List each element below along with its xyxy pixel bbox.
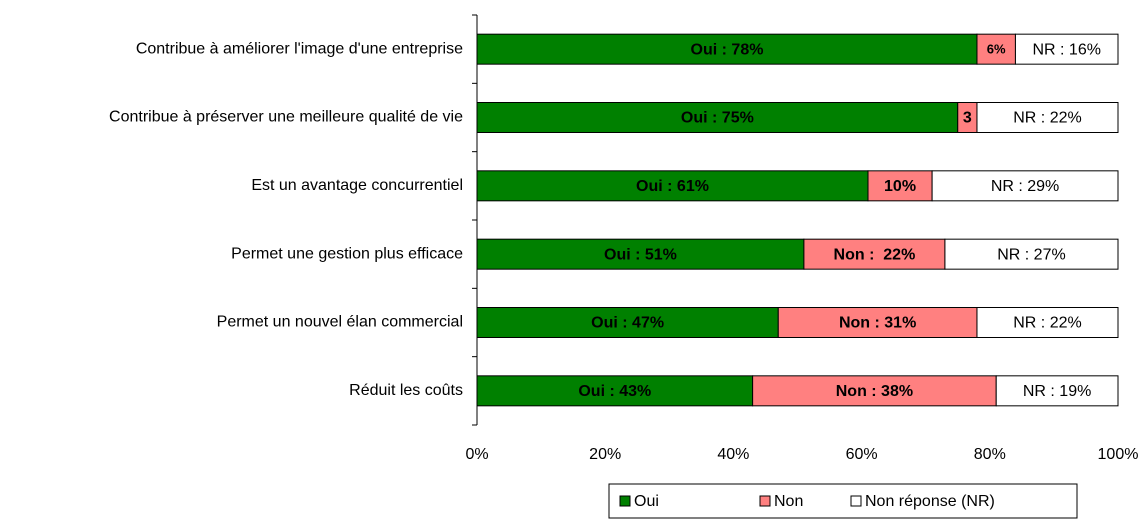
data-label: NR : 22% bbox=[1013, 110, 1081, 127]
data-label: 3 bbox=[963, 110, 972, 127]
bar-segment bbox=[931, 170, 1119, 202]
category-label: Permet un nouvel élan commercial bbox=[217, 314, 463, 331]
x-tick-label: 100% bbox=[1098, 446, 1139, 463]
bar-segment bbox=[976, 307, 1119, 338]
legend-swatch bbox=[619, 495, 631, 507]
bar-segment bbox=[976, 33, 1016, 65]
x-tick-label: 80% bbox=[974, 446, 1006, 463]
bar-segment bbox=[976, 102, 1119, 133]
data-label: NR : 19% bbox=[1023, 383, 1091, 400]
x-tick-label: 20% bbox=[589, 446, 621, 463]
data-label: NR : 27% bbox=[997, 246, 1065, 263]
legend-swatch bbox=[759, 495, 771, 507]
bar-segment bbox=[476, 307, 779, 338]
data-label: Oui : 51% bbox=[604, 246, 677, 263]
bar-segment bbox=[867, 170, 933, 202]
bar-segment bbox=[1014, 33, 1119, 65]
bar-segment bbox=[752, 375, 997, 407]
data-label: Oui : 78% bbox=[691, 41, 764, 58]
legend-label: Non réponse (NR) bbox=[865, 493, 995, 510]
bar-segment bbox=[944, 238, 1119, 270]
category-label: Contribue à améliorer l'image d'une entr… bbox=[136, 40, 463, 57]
data-label: Oui : 43% bbox=[578, 383, 651, 400]
category-label: Contribue à préserver une meilleure qual… bbox=[109, 109, 463, 126]
data-label: 6% bbox=[987, 42, 1006, 57]
bar-segment bbox=[476, 375, 754, 407]
data-label: Non : 22% bbox=[834, 246, 916, 263]
data-label: Oui : 61% bbox=[636, 178, 709, 195]
data-label: Oui : 75% bbox=[681, 110, 754, 127]
bar-segment bbox=[995, 375, 1119, 407]
data-label: Non : 38% bbox=[836, 383, 913, 400]
legend-label: Oui bbox=[634, 493, 659, 510]
bar-segment bbox=[803, 238, 946, 270]
x-tick-label: 40% bbox=[717, 446, 749, 463]
data-label: 10% bbox=[884, 178, 916, 195]
bar-segment bbox=[476, 238, 805, 270]
data-label: Non : 31% bbox=[839, 315, 916, 332]
bar-segment bbox=[476, 33, 978, 65]
data-label: Oui : 47% bbox=[591, 315, 664, 332]
legend-swatch bbox=[850, 495, 862, 507]
category-label: Permet une gestion plus efficace bbox=[231, 245, 463, 262]
legend-label: Non bbox=[774, 493, 803, 510]
data-label: NR : 16% bbox=[1032, 41, 1100, 58]
category-label: Est un avantage concurrentiel bbox=[251, 177, 463, 194]
x-tick-label: 60% bbox=[846, 446, 878, 463]
data-label: NR : 29% bbox=[991, 178, 1059, 195]
data-label: NR : 22% bbox=[1013, 315, 1081, 332]
category-label: Réduit les coûts bbox=[349, 382, 463, 399]
bar-segment bbox=[476, 170, 869, 202]
x-tick-label: 0% bbox=[465, 446, 488, 463]
bar-segment bbox=[777, 307, 978, 338]
legend-box bbox=[608, 483, 1078, 519]
